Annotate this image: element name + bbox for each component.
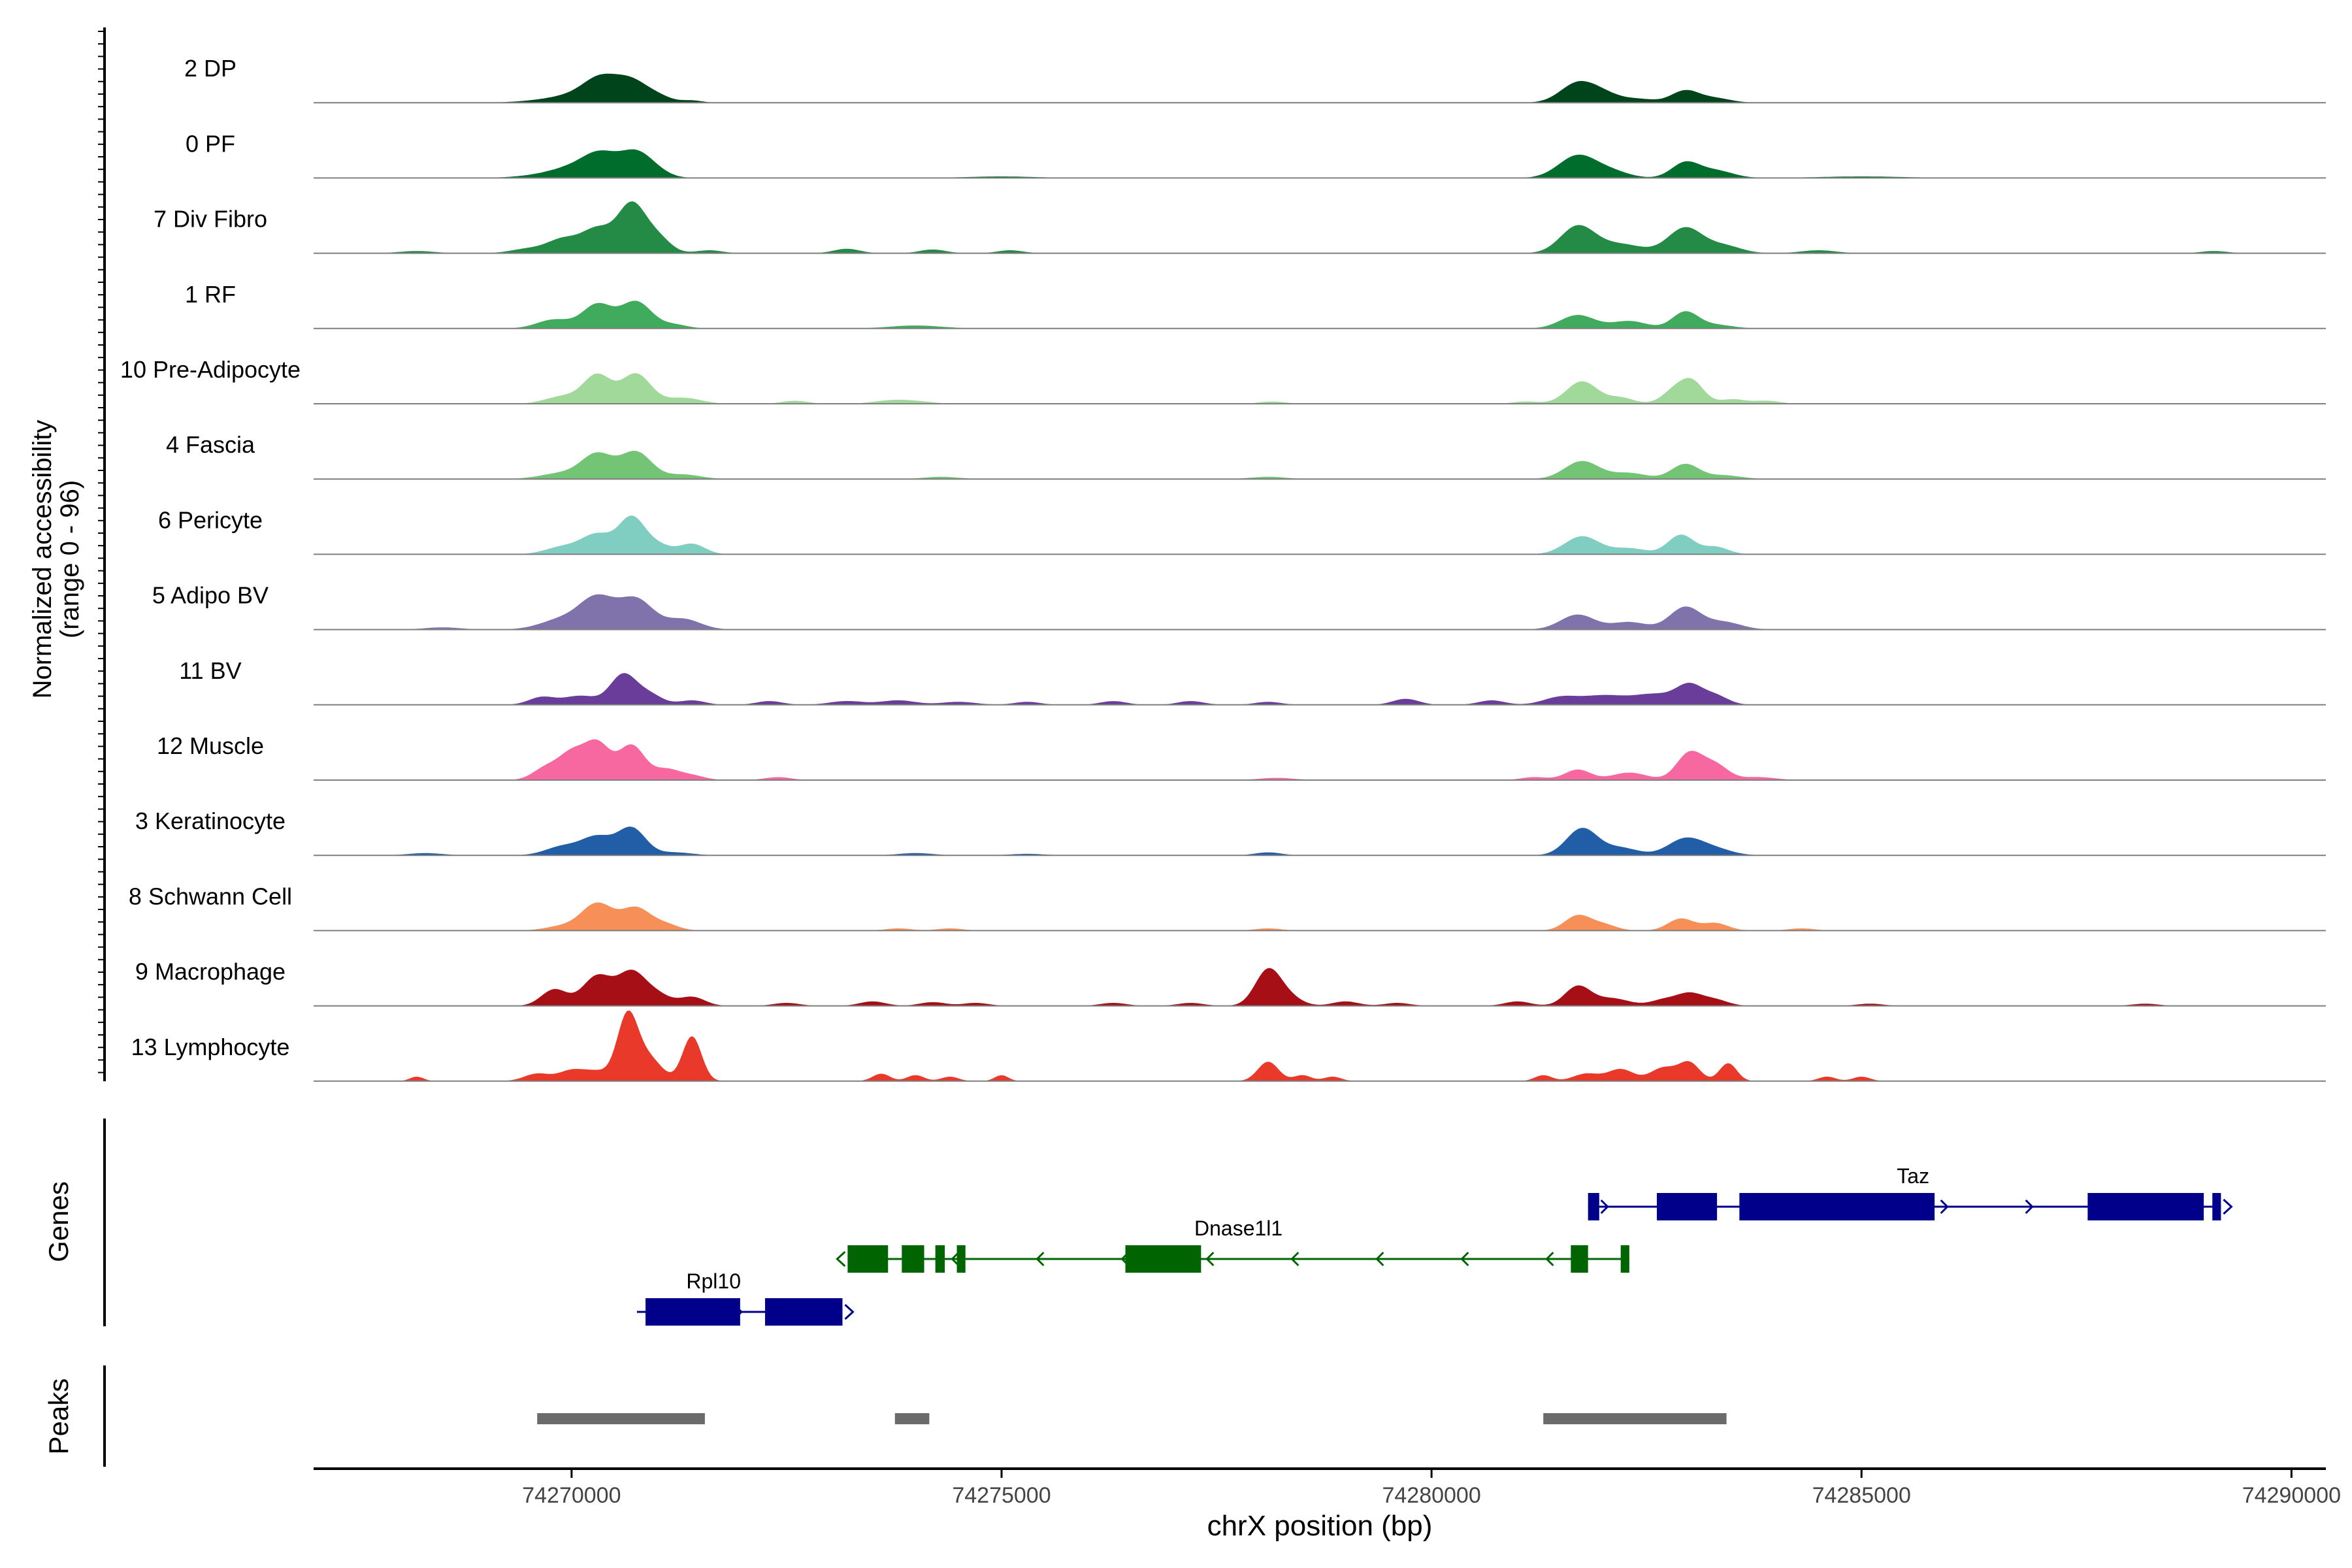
coverage-panel <box>314 73 2326 1082</box>
gene-exon <box>2087 1193 2204 1220</box>
strand-arrow <box>1545 1251 1554 1267</box>
strand-end-arrow <box>2223 1198 2233 1215</box>
gene-exon <box>1125 1245 1201 1273</box>
track-7-div-fibro <box>314 201 2326 254</box>
strand-arrow <box>1940 1199 1949 1215</box>
coverage-area-4-fascia <box>314 451 2326 480</box>
strand-arrow <box>1375 1251 1384 1267</box>
track-1-rf <box>314 301 2326 329</box>
x-tick-label: 74280000 <box>1382 1483 1480 1508</box>
coverage-area-9-macrophage <box>314 968 2326 1006</box>
track-label-11-bv: 11 BV <box>179 657 241 684</box>
track-label-13-lymphocyte: 13 Lymphocyte <box>131 1034 290 1060</box>
track-2-dp <box>314 73 2326 104</box>
gene-exon <box>956 1245 966 1273</box>
strand-arrow <box>1205 1251 1215 1267</box>
strand-end-arrow <box>836 1250 846 1267</box>
genes-panel-label: Genes <box>43 1181 74 1262</box>
track-label-1-rf: 1 RF <box>185 281 236 308</box>
gene-exon <box>645 1298 740 1326</box>
track-0-pf <box>314 149 2326 179</box>
strand-arrow <box>1600 1199 1609 1215</box>
gene-exon <box>935 1245 945 1273</box>
gene-exon <box>1739 1193 1935 1220</box>
peak-region-bar <box>894 1413 930 1424</box>
y-axis-range-label: (range 0 - 96) <box>56 480 84 638</box>
coverage-area-7-div-fibro <box>314 201 2326 253</box>
gene-label-rpl10: Rpl10 <box>686 1269 741 1293</box>
x-tick-label: 74270000 <box>522 1483 621 1508</box>
track-label-5-adipo-bv: 5 Adipo BV <box>152 582 269 609</box>
strand-arrow <box>1460 1251 1469 1267</box>
peak-region-bar <box>537 1413 705 1424</box>
x-tick-label: 74285000 <box>1812 1483 1911 1508</box>
coverage-area-12-muscle <box>314 739 2326 780</box>
gene-exon <box>847 1245 889 1273</box>
gene-models: Taz Dnase1l1 Rpl10 <box>636 1164 2233 1326</box>
gene-exon <box>1656 1193 1718 1220</box>
peaks-panel: Peaks <box>43 1365 1727 1467</box>
track-label-0-pf: 0 PF <box>186 130 235 157</box>
track-label-3-keratinocyte: 3 Keratinocyte <box>135 808 286 834</box>
gene-taz: Taz <box>1588 1164 2233 1220</box>
gene-exon <box>1571 1245 1588 1273</box>
coverage-area-5-adipo-bv <box>314 594 2326 630</box>
track-label-6-pericyte: 6 Pericyte <box>158 506 263 533</box>
gene-exon <box>902 1245 924 1273</box>
track-label-12-muscle: 12 Muscle <box>157 732 264 759</box>
track-label-10-pre-adipocyte: 10 Pre-Adipocyte <box>120 356 301 383</box>
track-label-4-fascia: 4 Fascia <box>166 431 255 458</box>
genes-panel: Genes Taz Dnase1l1 Rpl10 <box>43 1119 2233 1326</box>
strand-arrow <box>1036 1251 1045 1267</box>
coverage-area-2-dp <box>314 73 2326 103</box>
track-6-pericyte <box>314 515 2326 555</box>
strand-arrow <box>2025 1199 2034 1215</box>
gene-exon <box>1620 1245 1629 1273</box>
track-13-lymphocyte <box>314 1010 2326 1082</box>
peak-regions <box>537 1413 1727 1424</box>
track-3-keratinocyte <box>314 826 2326 857</box>
strand-arrow <box>951 1251 960 1267</box>
track-label-9-macrophage: 9 Macrophage <box>135 958 286 985</box>
coverage-y-axis <box>98 27 106 1081</box>
coverage-area-13-lymphocyte <box>314 1010 2326 1081</box>
track-4-fascia <box>314 451 2326 480</box>
track-11-bv <box>314 673 2326 706</box>
coverage-area-11-bv <box>314 673 2326 705</box>
strand-end-arrow <box>844 1303 855 1320</box>
x-ticks: 74270000 74275000 74280000 74285000 74290000 <box>522 1469 2341 1508</box>
gene-label-dnase1l1: Dnase1l1 <box>1194 1217 1282 1240</box>
x-tick-label: 74275000 <box>952 1483 1051 1508</box>
x-tick-label: 74290000 <box>2242 1483 2341 1508</box>
gene-label-taz: Taz <box>1897 1164 1929 1188</box>
y-axis-label: Normalized accessibility <box>28 420 57 699</box>
coverage-area-10-pre-adipocyte <box>314 373 2326 404</box>
gene-exon <box>1588 1193 1599 1220</box>
track-5-adipo-bv <box>314 594 2326 630</box>
track-12-muscle <box>314 739 2326 781</box>
x-axis-label: chrX position (bp) <box>1207 1510 1433 1542</box>
gene-rpl10: Rpl10 <box>636 1269 855 1326</box>
coverage-area-8-schwann-cell <box>314 902 2326 931</box>
peaks-panel-label: Peaks <box>43 1379 74 1455</box>
track-label-2-dp: 2 DP <box>184 55 237 82</box>
gene-exon <box>765 1298 843 1326</box>
coverage-area-3-keratinocyte <box>314 826 2326 856</box>
track-labels: 2 DP 0 PF 7 Div Fibro 1 RF 10 Pre-Adipocyte 4… <box>120 55 301 1060</box>
track-label-7-div-fibro: 7 Div Fibro <box>154 206 267 233</box>
track-9-macrophage <box>314 968 2326 1007</box>
strand-arrow <box>1290 1251 1299 1267</box>
gene-exon <box>2212 1193 2221 1220</box>
track-label-8-schwann-cell: 8 Schwann Cell <box>129 883 292 909</box>
peak-region-bar <box>1543 1413 1727 1424</box>
track-8-schwann-cell <box>314 902 2326 932</box>
gene-dnase1l1: Dnase1l1 <box>836 1217 1629 1273</box>
track-10-pre-adipocyte <box>314 373 2326 404</box>
coverage-area-6-pericyte <box>314 515 2326 555</box>
coverage-area-1-rf <box>314 301 2326 329</box>
x-axis: 74270000 74275000 74280000 74285000 74290000… <box>314 1467 2341 1542</box>
y-axis-title: Normalized accessibility (range 0 - 96) <box>28 420 84 699</box>
coverage-area-0-pf <box>314 149 2326 178</box>
